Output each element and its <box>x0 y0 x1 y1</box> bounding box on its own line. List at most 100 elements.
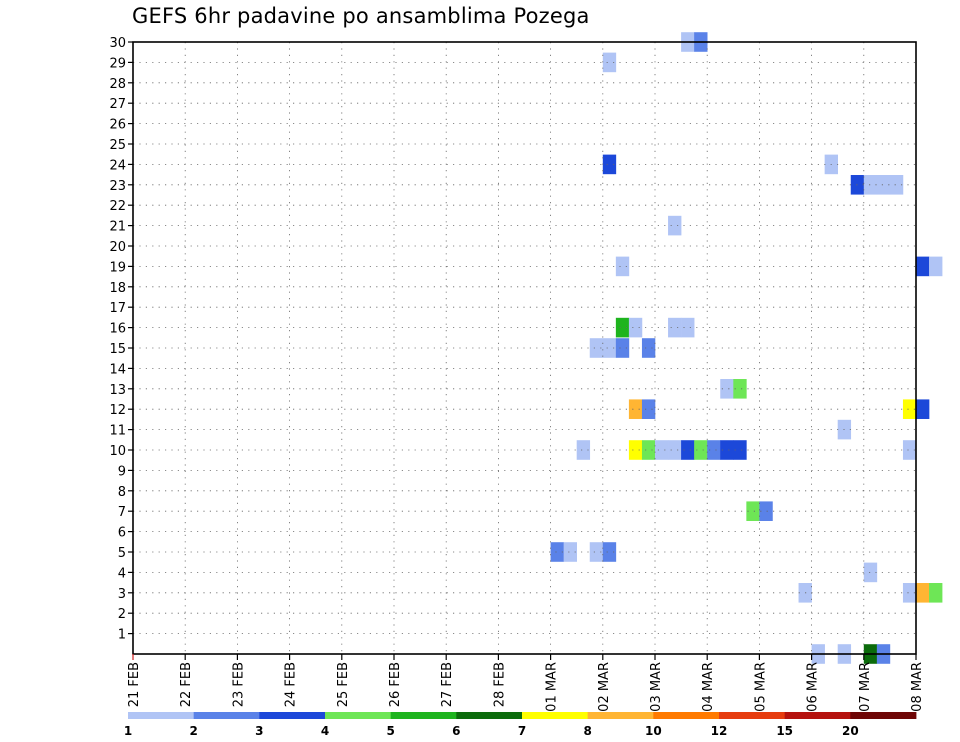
legend-swatch <box>325 712 392 719</box>
chart-title: GEFS 6hr padavine po ansamblima Pozega <box>132 4 590 28</box>
y-tick-label: 4 <box>118 566 126 581</box>
heatmap-cell <box>550 542 564 562</box>
legend-swatch <box>587 712 654 719</box>
legend-label: 4 <box>321 724 329 738</box>
legend-swatch <box>193 712 260 719</box>
heatmap-cell <box>589 338 604 358</box>
heatmap-cell <box>602 52 617 73</box>
y-tick-label: 20 <box>109 240 126 255</box>
heatmap-cells <box>550 32 943 664</box>
y-tick-label: 23 <box>109 179 126 194</box>
heatmap-cell <box>863 175 878 195</box>
heatmap-cell <box>681 317 695 338</box>
heatmap-cell <box>615 317 630 338</box>
y-tick-label: 22 <box>109 199 126 214</box>
heatmap-cell <box>707 440 721 460</box>
y-tick-label: 29 <box>109 56 126 71</box>
y-tick-label: 27 <box>109 97 126 112</box>
heatmap-cell <box>628 399 643 419</box>
x-tick-label: 26 FEB <box>388 662 403 707</box>
x-tick-label: 06 MAR <box>806 662 821 712</box>
x-tick-label: 28 FEB <box>492 662 507 707</box>
heatmap-cell <box>916 256 930 277</box>
legend-label: 7 <box>518 724 526 738</box>
heatmap-cell <box>641 399 656 419</box>
legend-label: 1 <box>124 724 132 738</box>
legend-label: 3 <box>255 724 263 738</box>
legend-label: 6 <box>452 724 460 738</box>
heatmap-cell <box>615 256 630 277</box>
legend-swatch <box>259 712 326 719</box>
heatmap-cell <box>628 440 643 460</box>
y-tick-label: 19 <box>109 260 126 275</box>
legend-label: 5 <box>386 724 394 738</box>
x-tick-label: 04 MAR <box>701 662 716 712</box>
heatmap-cell <box>733 440 747 460</box>
x-tick-label: 21 FEB <box>127 662 142 707</box>
heatmap-cell <box>628 317 643 338</box>
heatmap-cell <box>641 338 656 358</box>
y-tick-label: 2 <box>118 607 126 622</box>
color-legend: 1 2 3 4 5 6 7 8 10 12 15 20 <box>124 712 917 738</box>
heatmap-cell <box>746 501 760 521</box>
y-tick-label: 17 <box>109 301 126 316</box>
x-tick-label: 22 FEB <box>179 662 194 707</box>
y-tick-label: 11 <box>109 424 126 439</box>
heatmap-cell <box>668 440 682 460</box>
y-tick-label: 1 <box>118 628 126 643</box>
y-tick-label: 21 <box>109 220 126 235</box>
legend-swatch <box>128 712 195 719</box>
heatmap-cell <box>602 338 617 358</box>
x-tick-label: 03 MAR <box>649 662 664 712</box>
y-tick-label: 9 <box>118 464 126 479</box>
heatmap-cell <box>641 440 656 460</box>
legend-label: 12 <box>711 724 728 738</box>
heatmap-cell <box>863 562 878 583</box>
x-axis: 21 FEB 22 FEB 23 FEB 24 FEB 25 FEB 26 FEB 27 F… <box>127 654 925 712</box>
heatmap-cell <box>655 440 669 460</box>
y-axis: 1234567891011121314151617181920212223242… <box>109 36 133 643</box>
legend-label: 10 <box>645 724 662 738</box>
heatmap-cell <box>902 440 917 460</box>
y-tick-label: 25 <box>109 138 126 153</box>
y-tick-label: 6 <box>118 526 126 541</box>
y-tick-label: 3 <box>118 587 126 602</box>
x-tick-label: 05 MAR <box>753 662 768 712</box>
heatmap-cell <box>615 338 630 358</box>
heatmap-cell <box>694 440 708 460</box>
y-tick-label: 24 <box>109 158 126 173</box>
heatmap-cell <box>759 501 773 521</box>
y-tick-label: 26 <box>109 118 126 133</box>
heatmap-cell <box>850 175 865 195</box>
legend-swatch <box>784 712 851 719</box>
heatmap-cell <box>929 583 943 603</box>
y-tick-label: 14 <box>109 362 126 377</box>
x-tick-label: 23 FEB <box>231 662 246 707</box>
y-tick-label: 18 <box>109 281 126 296</box>
x-tick-label: 27 FEB <box>440 662 455 707</box>
heatmap-cell <box>720 440 734 460</box>
heatmap-cell <box>602 154 617 175</box>
legend-swatch <box>850 712 917 719</box>
x-tick-label: 08 MAR <box>910 662 925 712</box>
y-tick-label: 8 <box>118 485 126 500</box>
y-tick-label: 12 <box>109 403 126 418</box>
legend-label: 20 <box>842 724 859 738</box>
heatmap-cell <box>889 175 904 195</box>
y-tick-label: 30 <box>109 36 126 51</box>
legend-swatch <box>719 712 786 719</box>
heatmap-cell <box>681 440 695 460</box>
heatmap-cell <box>916 399 930 419</box>
legend-label: 2 <box>189 724 197 738</box>
heatmap-cell <box>720 379 734 399</box>
x-tick-label: 25 FEB <box>336 662 351 707</box>
legend-swatch <box>456 712 523 719</box>
heatmap-cell <box>916 583 930 603</box>
legend-swatch <box>390 712 457 719</box>
y-tick-label: 28 <box>109 77 126 92</box>
x-tick-label: 01 MAR <box>545 662 560 712</box>
heatmap-cell <box>733 379 747 399</box>
x-tick-label: 24 FEB <box>284 662 299 707</box>
y-tick-label: 15 <box>109 342 126 357</box>
